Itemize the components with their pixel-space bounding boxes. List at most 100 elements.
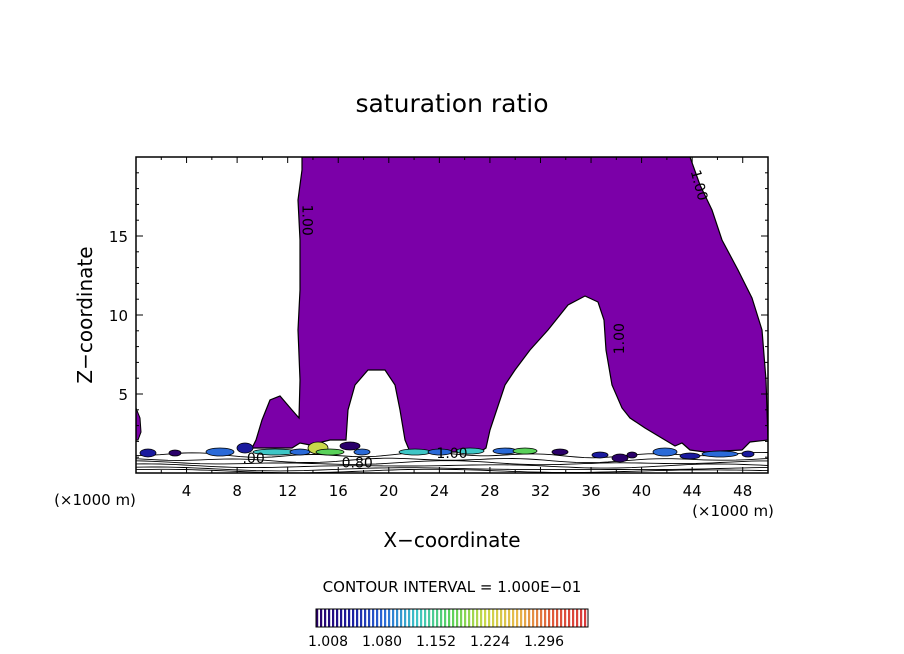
colorbar-tick-label: 1.008 bbox=[308, 634, 348, 650]
surface-contour-line bbox=[136, 460, 768, 466]
x-tick-label: 32 bbox=[531, 482, 550, 500]
colorbar-swatch bbox=[420, 609, 423, 627]
cloud-cell bbox=[339, 441, 361, 451]
x-tick-label: 20 bbox=[379, 482, 398, 500]
colorbar-swatch bbox=[536, 609, 539, 627]
y-tick-label: 5 bbox=[118, 386, 128, 404]
cloud-cell bbox=[551, 448, 569, 456]
colorbar-swatch bbox=[584, 609, 587, 627]
colorbar-swatch bbox=[456, 609, 459, 627]
colorbar-swatch bbox=[368, 609, 371, 627]
colorbar-swatch bbox=[348, 609, 351, 627]
y-tick-label: 15 bbox=[109, 228, 128, 246]
colorbar-swatch bbox=[476, 609, 479, 627]
colorbar-swatch bbox=[360, 609, 363, 627]
cloud-cell bbox=[626, 451, 638, 459]
colorbar-swatch bbox=[556, 609, 559, 627]
colorbar-swatch bbox=[508, 609, 511, 627]
chart-title: saturation ratio bbox=[355, 89, 548, 118]
colorbar-swatch bbox=[440, 609, 443, 627]
cloud-cell bbox=[205, 447, 235, 457]
colorbar-swatch bbox=[336, 609, 339, 627]
colorbar-frame bbox=[315, 608, 589, 628]
colorbar-swatch bbox=[576, 609, 579, 627]
cloud-cell bbox=[512, 447, 538, 455]
colorbar-swatch bbox=[380, 609, 383, 627]
x-unit-label-right: (×1000 m) bbox=[692, 502, 774, 520]
contour-label: 0.80 bbox=[342, 456, 373, 472]
colorbar-swatch bbox=[460, 609, 463, 627]
cloud-cell bbox=[168, 449, 182, 457]
colorbar-swatch bbox=[384, 609, 387, 627]
colorbar-swatch bbox=[372, 609, 375, 627]
cloud-cell bbox=[315, 448, 345, 456]
supersaturation-region-edge bbox=[136, 407, 142, 441]
colorbar-swatch bbox=[428, 609, 431, 627]
colorbar-swatch bbox=[520, 609, 523, 627]
colorbar-swatch bbox=[352, 609, 355, 627]
plot-area: 1.001.001.000.801.00.00 4 8 12 16 20 24 28 32 36… bbox=[109, 156, 769, 500]
surface-contour-line bbox=[136, 468, 768, 473]
x-tick-label: 24 bbox=[430, 482, 449, 500]
colorbar-swatch bbox=[388, 609, 391, 627]
colorbar-swatch bbox=[492, 609, 495, 627]
colorbar-swatch bbox=[364, 609, 367, 627]
colorbar-swatch bbox=[504, 609, 507, 627]
colorbar-swatch bbox=[436, 609, 439, 627]
colorbar-swatch bbox=[356, 609, 359, 627]
x-tick-label: 48 bbox=[733, 482, 752, 500]
colorbar-swatch bbox=[332, 609, 335, 627]
colorbar-swatch bbox=[572, 609, 575, 627]
colorbar-swatch bbox=[340, 609, 343, 627]
colorbar-tick-label: 1.080 bbox=[362, 634, 402, 650]
colorbar-swatch bbox=[344, 609, 347, 627]
colorbar-swatch bbox=[496, 609, 499, 627]
colorbar: 1.008 1.080 1.152 1.224 1.296 bbox=[308, 608, 589, 650]
contour-label: 1.00 bbox=[687, 168, 711, 202]
x-tick-label: 4 bbox=[182, 482, 192, 500]
colorbar-swatch bbox=[412, 609, 415, 627]
cloud-cell bbox=[353, 448, 371, 456]
colorbar-swatch bbox=[540, 609, 543, 627]
colorbar-swatch bbox=[488, 609, 491, 627]
colorbar-swatch bbox=[544, 609, 547, 627]
colorbar-swatch bbox=[424, 609, 427, 627]
colorbar-swatch bbox=[400, 609, 403, 627]
cloud-cell bbox=[236, 442, 254, 454]
supersaturation-region bbox=[251, 157, 768, 453]
colorbar-swatch bbox=[320, 609, 323, 627]
contour-label: .00 bbox=[242, 451, 264, 467]
colorbar-swatch bbox=[416, 609, 419, 627]
colorbar-swatch bbox=[512, 609, 515, 627]
colorbar-swatch bbox=[548, 609, 551, 627]
x-tick-label: 12 bbox=[278, 482, 297, 500]
colorbar-tick-label: 1.296 bbox=[524, 634, 564, 650]
colorbar-swatch bbox=[472, 609, 475, 627]
contour-label: 1.00 bbox=[612, 323, 628, 354]
cloud-cell bbox=[289, 448, 311, 456]
colorbar-swatch bbox=[464, 609, 467, 627]
colorbar-swatch bbox=[444, 609, 447, 627]
x-axis-label: X−coordinate bbox=[383, 528, 520, 552]
colorbar-swatch bbox=[480, 609, 483, 627]
x-tick-label: 36 bbox=[581, 482, 600, 500]
colorbar-swatch bbox=[516, 609, 519, 627]
cloud-cell bbox=[427, 448, 453, 456]
colorbar-swatch bbox=[524, 609, 527, 627]
colorbar-swatch bbox=[580, 609, 583, 627]
colorbar-swatch bbox=[484, 609, 487, 627]
surface-contour-line bbox=[136, 463, 768, 469]
colorbar-swatch bbox=[452, 609, 455, 627]
colorbar-swatch bbox=[316, 609, 319, 627]
cloud-cell bbox=[139, 448, 157, 458]
colorbar-swatch bbox=[564, 609, 567, 627]
colorbar-swatch bbox=[324, 609, 327, 627]
colorbar-swatch bbox=[392, 609, 395, 627]
colorbar-swatch bbox=[328, 609, 331, 627]
colorbar-swatch bbox=[560, 609, 563, 627]
cloud-cell bbox=[701, 450, 739, 458]
colorbar-swatch bbox=[568, 609, 571, 627]
x-tick-label: 16 bbox=[329, 482, 348, 500]
cloud-cell bbox=[591, 451, 609, 459]
